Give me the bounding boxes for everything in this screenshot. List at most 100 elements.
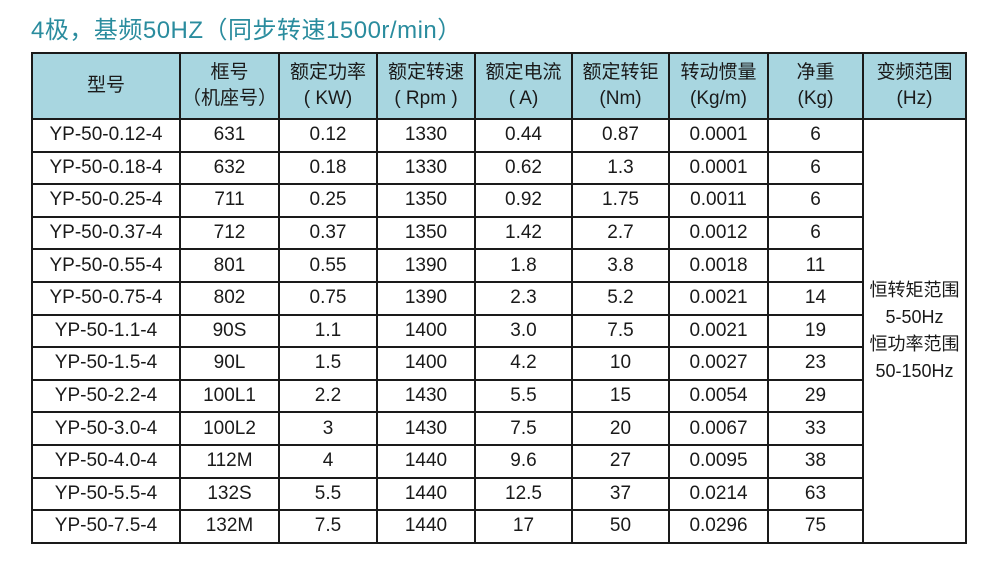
column-header-freq-range: 变频范围 (Hz) (862, 52, 967, 120)
table-cell: 50 (571, 509, 670, 544)
table-cell: 0.0001 (668, 150, 769, 186)
column-header-label: 额定电流 (485, 62, 562, 83)
table-row: YP-50-7.5-4 132M 7.5 1440 17 50 0.0296 75 (31, 509, 966, 544)
table-cell: 75 (767, 509, 864, 544)
frequency-range-cell: 恒转矩范围 5-50Hz 恒功率范围 50-150Hz (862, 118, 967, 544)
column-header-inertia: 转动惯量 (Kg/m) (668, 52, 769, 120)
table-cell: 63 (767, 476, 864, 512)
column-header-net-weight: 净重 (Kg) (767, 52, 864, 120)
column-header-unit: （机座号） (181, 88, 277, 109)
table-cell: 0.55 (278, 248, 378, 283)
table-row: YP-50-0.25-4 711 0.25 1350 0.92 1.75 0.0011 6 (31, 183, 966, 218)
table-cell: 0.0021 (668, 313, 769, 349)
table-row: YP-50-0.18-4 632 0.18 1330 0.62 1.3 0.0001 6 (31, 150, 966, 186)
frequency-range-line: 50-150Hz (875, 360, 954, 381)
table-cell: 3.8 (571, 248, 670, 283)
table-cell: YP-50-0.37-4 (31, 215, 181, 251)
table-cell: 5.2 (571, 280, 670, 316)
column-header-label: 框号 (210, 62, 249, 83)
column-header-rated-torque: 额定转钜 (Nm) (571, 52, 670, 120)
table-cell: YP-50-4.0-4 (31, 443, 181, 479)
table-cell: YP-50-2.2-4 (31, 378, 181, 414)
column-header-label: 额定转速 (387, 62, 464, 83)
table-row: YP-50-1.5-4 90L 1.5 1400 4.2 10 0.0027 23 (31, 346, 966, 381)
table-cell: 1350 (376, 183, 476, 218)
table-cell: 0.37 (278, 215, 378, 251)
table-cell: 1430 (376, 411, 476, 446)
table-cell: 0.0012 (668, 215, 769, 251)
table-cell: 90S (179, 313, 280, 349)
table-cell: 0.0054 (668, 378, 769, 414)
table-cell: 1440 (376, 476, 476, 512)
column-header-label: 转动惯量 (680, 62, 757, 83)
table-cell: 0.0027 (668, 346, 769, 381)
column-header-unit: (Nm) (599, 88, 642, 109)
table-cell: 23 (767, 346, 864, 381)
table-cell: 0.18 (278, 150, 378, 186)
table-cell: YP-50-0.12-4 (31, 118, 181, 153)
table-row: YP-50-3.0-4 100L2 3 1430 7.5 20 0.0067 33 (31, 411, 966, 446)
table-row: YP-50-1.1-4 90S 1.1 1400 3.0 7.5 0.0021 19 (31, 313, 966, 349)
table-cell: 1400 (376, 313, 476, 349)
table-cell: 631 (179, 118, 280, 153)
table-row: YP-50-5.5-4 132S 5.5 1440 12.5 37 0.0214 63 (31, 476, 966, 512)
table-cell: 711 (179, 183, 280, 218)
column-header-unit: ( A) (508, 88, 539, 109)
table-cell: 0.0018 (668, 248, 769, 283)
column-header-unit: ( KW) (303, 88, 353, 109)
table-cell: 0.0214 (668, 476, 769, 512)
table-cell: 37 (571, 476, 670, 512)
table-cell: 1390 (376, 280, 476, 316)
column-header-rated-current: 额定电流 ( A) (474, 52, 573, 120)
table-cell: 0.0095 (668, 443, 769, 479)
column-header-unit: (Kg/m) (690, 88, 747, 109)
table-cell: YP-50-1.1-4 (31, 313, 181, 349)
table-cell: 0.0011 (668, 183, 769, 218)
table-cell: 6 (767, 215, 864, 251)
table-row: YP-50-2.2-4 100L1 2.2 1430 5.5 15 0.0054 29 (31, 378, 966, 414)
table-cell: 2.2 (278, 378, 378, 414)
table-cell: 1.3 (571, 150, 670, 186)
table-cell: 7.5 (474, 411, 573, 446)
table-cell: 0.0001 (668, 118, 769, 153)
table-cell: 132S (179, 476, 280, 512)
table-cell: 0.75 (278, 280, 378, 316)
table-cell: 632 (179, 150, 280, 186)
table-cell: 20 (571, 411, 670, 446)
table-cell: 14 (767, 280, 864, 316)
column-header-unit: (Kg) (797, 88, 834, 109)
table-cell: 15 (571, 378, 670, 414)
table-cell: 9.6 (474, 443, 573, 479)
table-cell: 29 (767, 378, 864, 414)
table-cell: YP-50-3.0-4 (31, 411, 181, 446)
column-header-frame: 框号 （机座号） (179, 52, 280, 120)
table-cell: 0.44 (474, 118, 573, 153)
table-cell: 7.5 (571, 313, 670, 349)
table-cell: 6 (767, 150, 864, 186)
motor-spec-table: 型号 框号 （机座号） 额定功率 ( KW) 额定转速 ( Rpm ) 额定电流… (31, 52, 967, 544)
table-cell: 1390 (376, 248, 476, 283)
table-row: YP-50-0.12-4 631 0.12 1330 0.44 0.87 0.0001 6 恒转… (31, 118, 967, 544)
table-cell: 1330 (376, 118, 476, 153)
table-cell: 27 (571, 443, 670, 479)
frequency-range-line: 恒功率范围 (869, 333, 960, 354)
table-cell: YP-50-0.25-4 (31, 183, 181, 218)
column-header-unit: ( Rpm ) (394, 88, 458, 109)
table-cell: 1440 (376, 509, 476, 544)
table-cell: 801 (179, 248, 280, 283)
table-cell: 19 (767, 313, 864, 349)
table-cell: 1440 (376, 443, 476, 479)
table-cell: YP-50-0.75-4 (31, 280, 181, 316)
column-header-label: 额定转钜 (582, 62, 659, 83)
table-cell: 112M (179, 443, 280, 479)
column-header-unit: (Hz) (896, 88, 933, 109)
table-cell: 3 (278, 411, 378, 446)
table-cell: 0.92 (474, 183, 573, 218)
table-cell: 10 (571, 346, 670, 381)
table-cell: 6 (767, 183, 864, 218)
table-cell: 0.87 (571, 118, 670, 153)
table-body: YP-50-0.12-4 631 0.12 1330 0.44 0.87 0.0001 6 恒转… (31, 118, 967, 544)
table-cell: 0.62 (474, 150, 573, 186)
table-cell: 17 (474, 509, 573, 544)
table-cell: 90L (179, 346, 280, 381)
